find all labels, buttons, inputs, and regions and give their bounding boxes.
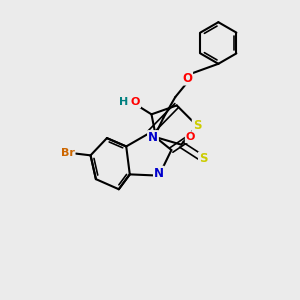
Text: S: S xyxy=(199,152,208,165)
Text: N: N xyxy=(148,131,158,144)
Text: S: S xyxy=(193,119,201,132)
Text: O: O xyxy=(131,98,140,107)
Text: O: O xyxy=(182,72,192,85)
Text: N: N xyxy=(154,167,164,180)
Text: O: O xyxy=(186,132,195,142)
Text: Br: Br xyxy=(61,148,75,158)
Text: H: H xyxy=(119,98,128,107)
